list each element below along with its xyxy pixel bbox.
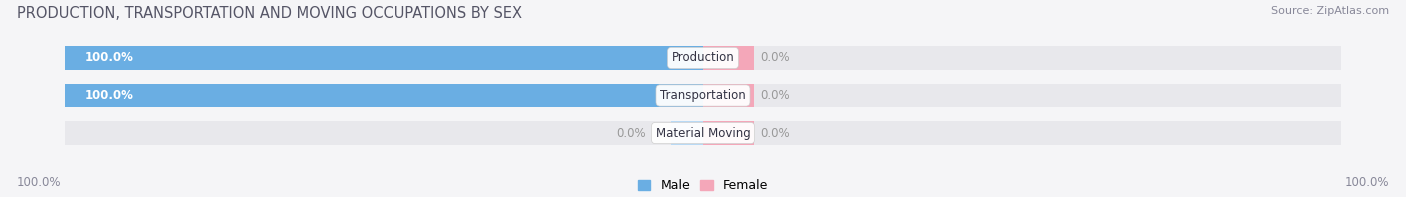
Text: Source: ZipAtlas.com: Source: ZipAtlas.com	[1271, 6, 1389, 16]
Text: 0.0%: 0.0%	[761, 126, 790, 139]
Text: 100.0%: 100.0%	[17, 176, 62, 189]
Text: 0.0%: 0.0%	[616, 126, 645, 139]
Text: Material Moving: Material Moving	[655, 126, 751, 139]
Bar	[703, 121, 754, 145]
Text: 0.0%: 0.0%	[761, 89, 790, 102]
Bar	[671, 121, 703, 145]
Text: 100.0%: 100.0%	[1344, 176, 1389, 189]
Text: Transportation: Transportation	[661, 89, 745, 102]
Bar	[65, 84, 1341, 107]
Bar	[703, 46, 754, 70]
Text: 100.0%: 100.0%	[84, 89, 134, 102]
Bar	[65, 46, 1341, 70]
Bar	[65, 121, 1341, 145]
Text: 100.0%: 100.0%	[84, 51, 134, 64]
Bar	[65, 46, 703, 70]
Legend: Male, Female: Male, Female	[638, 179, 768, 192]
Text: PRODUCTION, TRANSPORTATION AND MOVING OCCUPATIONS BY SEX: PRODUCTION, TRANSPORTATION AND MOVING OC…	[17, 6, 522, 21]
Text: 0.0%: 0.0%	[761, 51, 790, 64]
Bar	[703, 84, 754, 107]
Text: Production: Production	[672, 51, 734, 64]
Bar	[65, 84, 703, 107]
